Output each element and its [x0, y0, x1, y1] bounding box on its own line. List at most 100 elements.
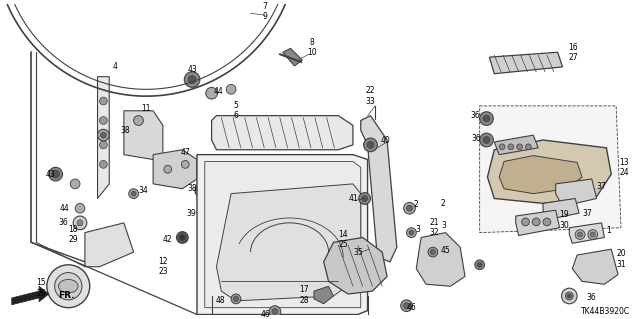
Circle shape [508, 144, 514, 150]
Circle shape [406, 228, 416, 237]
Ellipse shape [58, 279, 78, 293]
Text: 12
23: 12 23 [158, 257, 168, 277]
Circle shape [483, 137, 490, 144]
Text: 40: 40 [380, 136, 390, 145]
Circle shape [99, 160, 108, 168]
Text: TK44B3920C: TK44B3920C [581, 307, 630, 316]
Polygon shape [556, 179, 596, 206]
Circle shape [409, 230, 414, 235]
Circle shape [516, 144, 522, 150]
Text: 21
32: 21 32 [429, 218, 438, 237]
Circle shape [200, 211, 204, 216]
Circle shape [77, 220, 83, 226]
Circle shape [99, 97, 108, 105]
Polygon shape [197, 155, 367, 315]
Circle shape [499, 144, 505, 150]
Text: 2: 2 [440, 199, 445, 208]
Text: 11: 11 [141, 104, 151, 113]
Polygon shape [12, 286, 49, 305]
Polygon shape [570, 223, 604, 243]
Text: 14
25: 14 25 [339, 230, 348, 249]
Polygon shape [479, 106, 621, 233]
Circle shape [47, 265, 90, 308]
Polygon shape [516, 210, 559, 235]
Circle shape [568, 294, 572, 298]
Circle shape [272, 309, 278, 315]
Text: 48: 48 [216, 296, 225, 305]
Text: 42: 42 [163, 235, 173, 244]
Text: 5
6: 5 6 [234, 101, 239, 121]
Circle shape [198, 187, 205, 194]
Text: 41: 41 [348, 194, 358, 203]
Circle shape [543, 218, 551, 226]
Circle shape [359, 193, 371, 204]
Text: 39: 39 [186, 209, 196, 218]
Circle shape [73, 216, 87, 230]
Circle shape [205, 87, 218, 99]
Circle shape [578, 232, 582, 237]
Text: 36: 36 [470, 111, 479, 120]
Circle shape [131, 191, 136, 196]
Text: 19
30: 19 30 [559, 210, 570, 230]
Circle shape [588, 230, 598, 240]
Circle shape [475, 260, 484, 270]
Circle shape [431, 250, 435, 255]
Circle shape [195, 184, 209, 197]
Text: 46: 46 [406, 303, 416, 312]
Circle shape [97, 129, 109, 141]
Circle shape [179, 234, 185, 241]
Circle shape [364, 138, 378, 152]
Polygon shape [212, 116, 353, 150]
Text: 18
29: 18 29 [68, 225, 78, 244]
Polygon shape [97, 77, 109, 198]
Text: 4: 4 [113, 63, 118, 71]
Circle shape [522, 218, 529, 226]
Text: FR.: FR. [58, 292, 75, 300]
Circle shape [177, 232, 188, 243]
Circle shape [129, 189, 138, 198]
Circle shape [479, 112, 493, 125]
Polygon shape [324, 237, 387, 294]
Text: 47: 47 [180, 148, 190, 157]
Text: 8
10: 8 10 [307, 38, 317, 57]
Circle shape [184, 72, 200, 87]
Polygon shape [490, 52, 563, 74]
Text: 37: 37 [596, 182, 606, 191]
Text: 38: 38 [120, 126, 130, 135]
Polygon shape [85, 223, 134, 267]
Circle shape [575, 230, 585, 240]
Circle shape [134, 116, 143, 125]
Circle shape [181, 160, 189, 168]
Text: 45: 45 [441, 246, 451, 255]
Circle shape [365, 245, 373, 253]
Text: 35: 35 [353, 248, 363, 256]
Polygon shape [361, 116, 397, 262]
Circle shape [479, 133, 493, 147]
Circle shape [164, 165, 172, 173]
Text: 1: 1 [606, 226, 611, 235]
Text: 44: 44 [214, 87, 223, 96]
Text: 34: 34 [138, 186, 148, 195]
Text: 36: 36 [58, 219, 68, 227]
Text: 20
31: 20 31 [616, 249, 626, 269]
Circle shape [477, 262, 482, 267]
Circle shape [367, 141, 374, 148]
Polygon shape [205, 161, 361, 308]
Polygon shape [572, 249, 618, 284]
Text: 43: 43 [46, 170, 56, 179]
Circle shape [566, 292, 573, 300]
Text: 7
9: 7 9 [263, 2, 268, 21]
Circle shape [231, 294, 241, 304]
Polygon shape [488, 140, 611, 204]
Text: 43: 43 [188, 65, 197, 74]
Circle shape [483, 115, 490, 122]
Polygon shape [543, 198, 579, 220]
Circle shape [406, 205, 412, 211]
Circle shape [525, 144, 531, 150]
Circle shape [54, 272, 82, 300]
Text: 17
28: 17 28 [300, 285, 309, 305]
Text: 22
33: 22 33 [365, 86, 376, 106]
Text: 38: 38 [188, 184, 197, 193]
Polygon shape [153, 150, 197, 189]
Circle shape [49, 167, 63, 181]
